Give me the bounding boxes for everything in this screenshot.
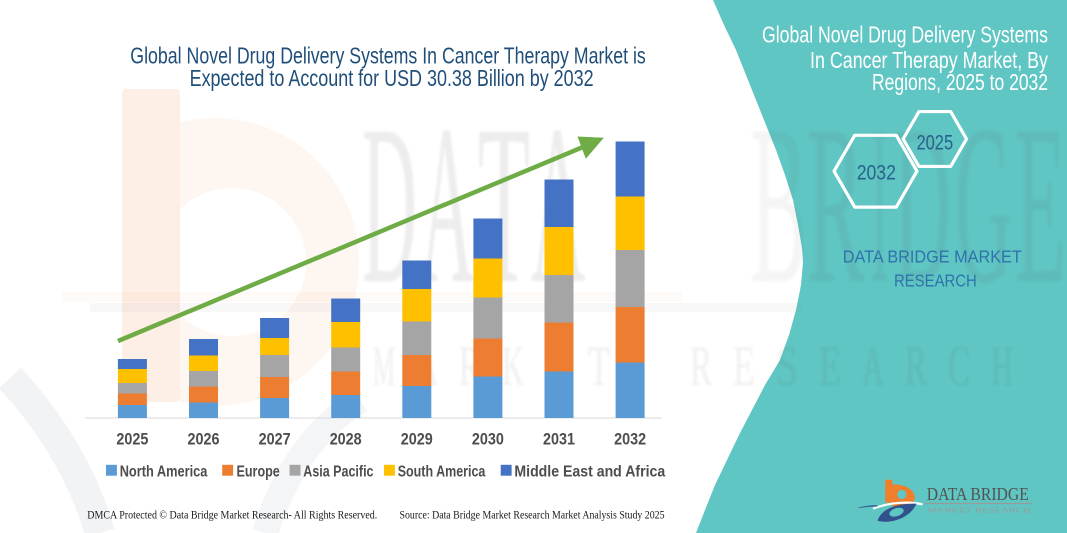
svg-text:2025: 2025 — [917, 131, 954, 154]
svg-text:Asia Pacific: Asia Pacific — [303, 463, 373, 480]
svg-text:Global Novel Drug Delivery Sys: Global Novel Drug Delivery Systems — [762, 22, 1048, 48]
svg-text:E: E — [733, 335, 755, 398]
svg-text:South America: South America — [398, 463, 486, 480]
svg-text:A: A — [862, 335, 884, 398]
svg-text:D: D — [894, 79, 951, 331]
svg-text:E: E — [1015, 79, 1066, 331]
svg-text:R: R — [690, 335, 712, 398]
svg-text:Europe: Europe — [237, 463, 280, 480]
svg-text:C: C — [948, 335, 970, 398]
svg-text:2028: 2028 — [330, 430, 362, 448]
svg-text:B: B — [750, 79, 807, 331]
svg-text:2029: 2029 — [401, 430, 433, 448]
svg-text:E: E — [819, 335, 841, 398]
svg-text:DATA BRIDGE MARKET: DATA BRIDGE MARKET — [843, 247, 1022, 267]
svg-text:M: M — [373, 335, 395, 398]
svg-text:I: I — [871, 79, 888, 331]
svg-text:2025: 2025 — [116, 430, 148, 448]
svg-text:Global Novel Drug Delivery Sys: Global Novel Drug Delivery Systems In Ca… — [130, 42, 646, 68]
svg-text:MARKET RESEARCH: MARKET RESEARCH — [927, 506, 1032, 515]
svg-text:H: H — [991, 335, 1013, 398]
svg-text:2032: 2032 — [857, 161, 896, 184]
svg-text:RESEARCH: RESEARCH — [894, 270, 977, 290]
svg-text:2031: 2031 — [543, 430, 575, 448]
svg-text:In Cancer Therapy Market, By: In Cancer Therapy Market, By — [810, 47, 1048, 73]
svg-text:2026: 2026 — [188, 430, 220, 448]
svg-text:North America: North America — [120, 463, 208, 480]
svg-text:Middle East and Africa: Middle East and Africa — [514, 463, 665, 480]
svg-text:2027: 2027 — [259, 430, 291, 448]
svg-text:R: R — [905, 335, 927, 398]
svg-text:DMCA Protected © Data Bridge M: DMCA Protected © Data Bridge Market Rese… — [87, 508, 377, 522]
svg-text:G: G — [955, 79, 1012, 331]
svg-text:R: R — [807, 79, 864, 331]
svg-text:T: T — [588, 335, 610, 398]
svg-text:K: K — [502, 335, 524, 398]
svg-text:Source: Data Bridge Market Res: Source: Data Bridge Market Research Mark… — [400, 508, 665, 522]
svg-text:2030: 2030 — [472, 430, 504, 448]
svg-text:S: S — [776, 335, 798, 398]
svg-text:2032: 2032 — [614, 430, 646, 448]
svg-text:Regions, 2025 to 2032: Regions, 2025 to 2032 — [872, 69, 1048, 95]
svg-text:Expected to Account for USD 30: Expected to Account for USD 30.38 Billio… — [190, 65, 594, 91]
svg-text:DATA BRIDGE: DATA BRIDGE — [927, 484, 1029, 504]
